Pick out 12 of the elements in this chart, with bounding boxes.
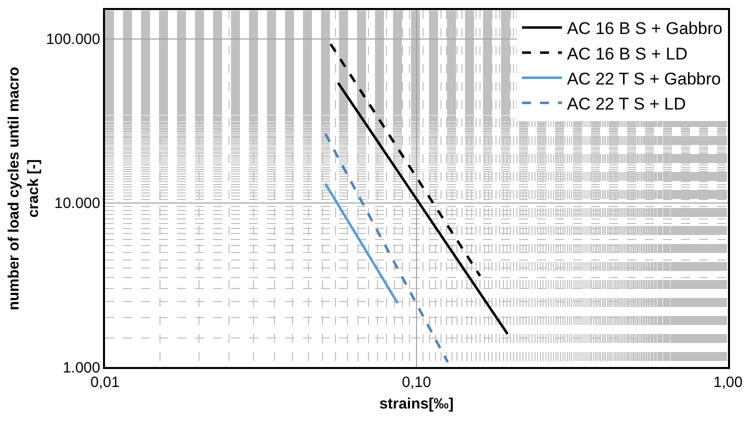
- legend-label: AC 22 T S + LD: [567, 94, 686, 114]
- x-axis-title: strains[‰]: [379, 395, 454, 412]
- y-tick-label: 100.000: [46, 31, 100, 48]
- x-tick-label: 1,00: [713, 374, 743, 391]
- x-tick-label: 0,01: [90, 374, 120, 391]
- y-axis-title: number of load cycles until macro crack [-]: [5, 66, 42, 310]
- y-tick-label: 1.000: [62, 359, 100, 376]
- legend-label: AC 22 T S + Gabbro: [567, 69, 721, 88]
- y-tick-label: 10.000: [54, 195, 100, 212]
- legend-label: AC 16 B S + LD: [567, 44, 688, 64]
- legend-label: AC 16 B S + Gabbro: [567, 19, 722, 38]
- x-tick-label: 0,10: [402, 374, 432, 391]
